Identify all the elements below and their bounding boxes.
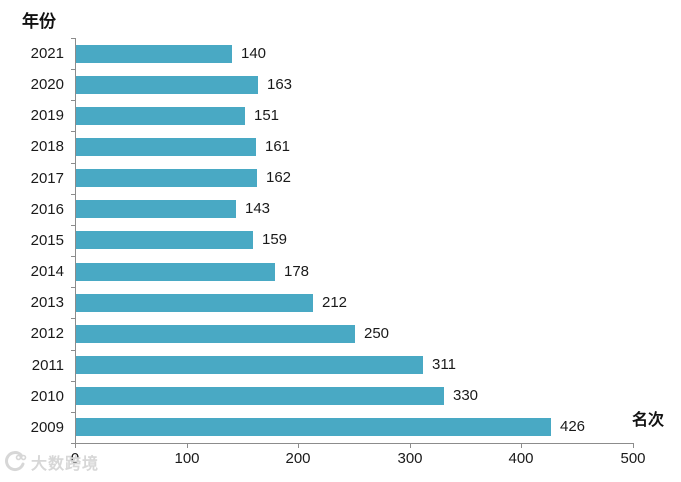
y-axis-tick [71,100,75,101]
bar [76,325,355,343]
y-axis-tick [71,412,75,413]
category-label: 2012 [30,325,64,342]
x-tick-label: 200 [285,450,311,467]
x-tick-label: 300 [397,450,423,467]
x-tick-label: 100 [174,450,200,467]
y-axis-tick [71,131,75,132]
category-label: 2010 [30,388,64,405]
bar [76,138,256,156]
x-axis-line [75,443,634,444]
category-label: 2015 [30,232,64,249]
category-label: 2019 [30,107,64,124]
watermark-logo-icon [5,451,27,473]
bar [76,45,232,63]
y-axis-line [75,38,76,443]
bar [76,76,258,94]
bar [76,107,245,125]
value-label: 162 [266,169,292,186]
x-axis-tick [521,443,522,448]
y-axis-tick [71,194,75,195]
x-axis-tick [410,443,411,448]
x-tick-label: 0 [70,450,80,467]
y-axis-tick [71,69,75,70]
x-axis-tick [298,443,299,448]
category-label: 2013 [30,294,64,311]
category-label: 2011 [31,357,64,374]
value-label: 159 [262,231,288,248]
y-axis-tick [71,287,75,288]
watermark: 大数跨境 [5,450,99,474]
category-label: 2020 [30,76,64,93]
value-label: 212 [322,294,348,311]
y-axis-tick [71,163,75,164]
value-label: 163 [267,76,293,93]
y-axis-tick [71,381,75,382]
value-label: 178 [284,263,310,280]
value-label: 143 [245,200,271,217]
bar [76,200,236,218]
bar [76,294,313,312]
x-tick-label: 400 [508,450,534,467]
x-axis-tick [187,443,188,448]
y-axis-tick [71,225,75,226]
bar [76,418,551,436]
category-label: 2009 [30,419,64,436]
y-axis-tick [71,443,75,444]
x-axis-tick [75,443,76,448]
value-label: 311 [432,356,456,373]
category-label: 2018 [30,138,64,155]
y-axis-tick [71,256,75,257]
y-axis-tick [71,350,75,351]
value-label: 426 [560,418,586,435]
value-label: 161 [265,138,291,155]
category-label: 2021 [30,45,64,62]
y-axis-tick [71,318,75,319]
bar [76,231,253,249]
bar [76,356,423,374]
bar [76,263,275,281]
x-axis-title: 名次 [632,412,665,429]
value-label: 250 [364,325,390,342]
x-tick-label: 500 [620,450,646,467]
value-label: 330 [453,387,479,404]
watermark-text: 大数跨境 [31,456,100,473]
category-label: 2016 [30,201,64,218]
category-label: 2017 [30,170,64,187]
value-label: 140 [241,45,267,62]
x-axis-tick [633,443,634,448]
y-axis-tick [71,38,75,39]
chart-title: 年份 [22,12,56,31]
bar [76,169,257,187]
bar [76,387,444,405]
value-label: 151 [254,107,280,124]
category-label: 2014 [30,263,64,280]
